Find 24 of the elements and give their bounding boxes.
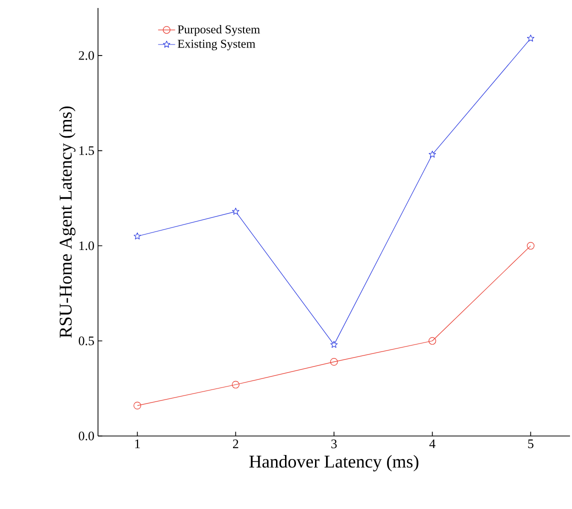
point: [330, 340, 338, 348]
y-axis-title: RSU-Home Agent Latency (ms): [59, 106, 76, 338]
point: [134, 232, 141, 240]
y-tick-label: 1.0: [79, 241, 94, 250]
y-tick-label: 0.0: [78, 432, 94, 440]
x-axis-title: Handover Latency (ms): [249, 455, 418, 472]
point: [232, 380, 240, 388]
point: [330, 358, 338, 366]
legend-label: Existing System: [178, 40, 256, 50]
y-tick-label: 2.0: [78, 51, 94, 60]
x-tick-label: 4: [429, 440, 436, 448]
point: [232, 208, 240, 215]
point: [428, 337, 436, 345]
point: [527, 34, 534, 42]
point: [428, 150, 436, 158]
x-tick-label: 2: [232, 440, 238, 448]
point: [134, 402, 142, 410]
legend-label: Purposed System: [178, 25, 260, 36]
point: [526, 242, 534, 250]
x-tick-label: 1: [135, 440, 140, 448]
y-tick-label: 1.5: [79, 146, 94, 156]
x-tick-label: 3: [331, 440, 337, 448]
y-tick-label: 0.5: [78, 336, 94, 346]
x-tick-label: 5: [528, 440, 534, 448]
